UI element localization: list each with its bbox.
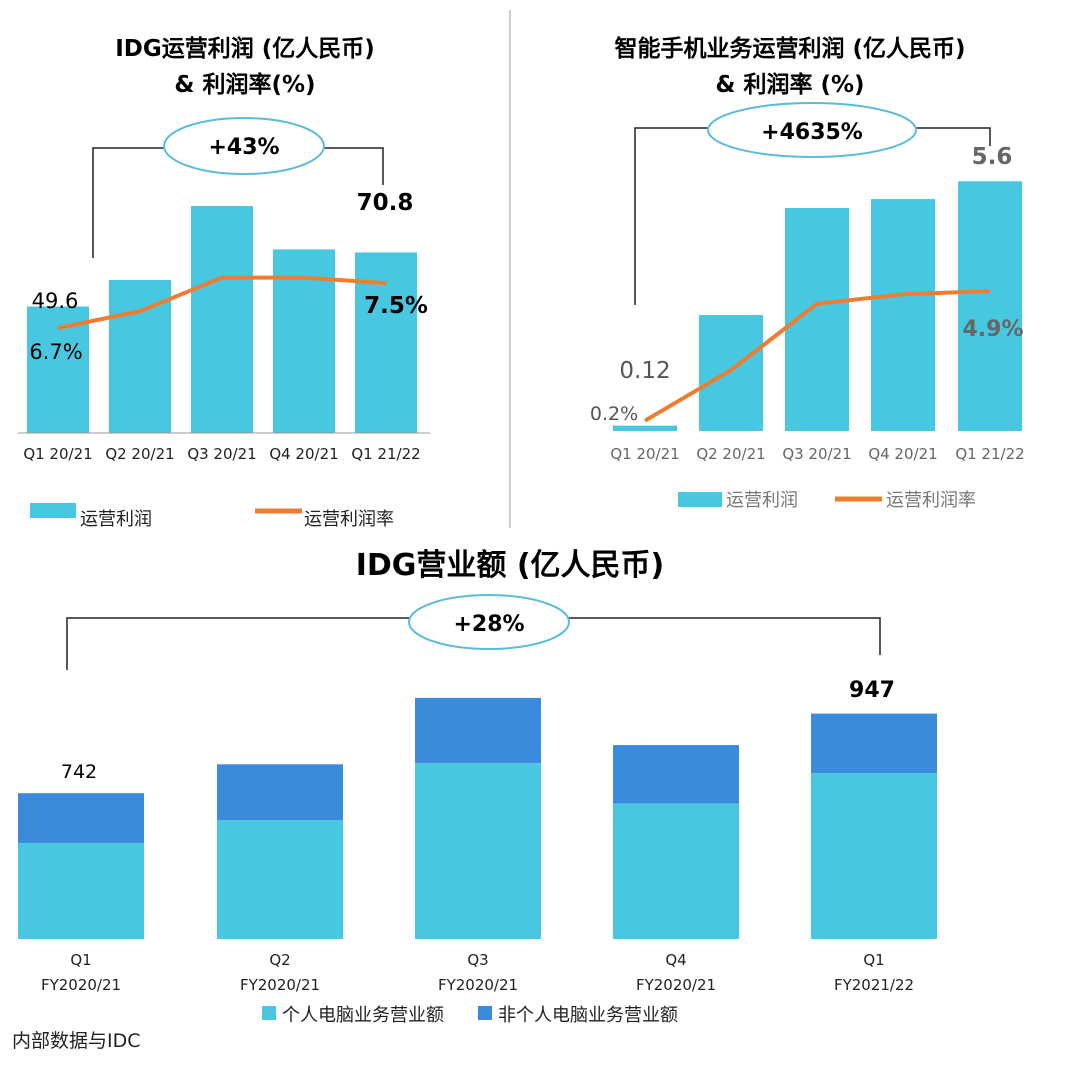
source-note: 内部数据与IDC [12,1030,141,1052]
chart1-title-line2: & 利润率(%) [174,71,315,98]
chart-idg-revenue: IDG营业额 (亿人民币) +28% Q1 FY2020/21 Q2 FY2020/2… [18,548,937,1026]
chart2-last-value: 5.6 [972,144,1013,170]
chart2-title: 智能手机业务运营利润 (亿人民币) [614,35,965,62]
chart3-x-tick-year: FY2021/22 [834,976,914,994]
chart2-x-tick: Q1 20/21 [610,445,679,463]
chart3-x-tick-year: FY2020/21 [438,976,518,994]
chart3-bar-nonpc [613,745,739,804]
chart2-bar [871,199,935,431]
chart2-x-tick: Q2 20/21 [696,445,765,463]
chart3-legend-nonpc-swatch [478,1006,492,1020]
chart3-bar-pc [18,843,144,939]
chart3-growth-oval [408,594,570,650]
chart2-growth-label: +4635% [761,120,863,145]
chart1-bar [355,252,417,433]
chart2-bar [958,181,1022,431]
chart-smartphone-profit: 智能手机业务运营利润 (亿人民币) & 利润率 (%) Q1 20/21 Q2 2… [590,35,1025,511]
chart2-title-line2: & 利润率 (%) [715,71,864,98]
chart3-x-tick-year: FY2020/21 [41,976,121,994]
chart3-last-total: 947 [849,678,895,703]
chart1-margin-line [57,275,387,330]
chart3-bar-nonpc [217,764,343,821]
chart2-margin-line [643,289,991,423]
chart1-first-value: 49.6 [32,289,79,313]
chart3-x-tick-quarter: Q4 [665,951,686,969]
chart3-x-tick-quarter: Q3 [467,951,488,969]
chart3-legend-pc-label: 个人电脑业务营业额 [282,1005,444,1026]
chart1-first-rate: 6.7% [29,340,82,364]
chart1-legend-line-label: 运营利润率 [304,509,394,530]
chart3-x-tick-quarter: Q1 [70,951,91,969]
chart3-bar-nonpc [811,713,937,774]
chart2-first-rate: 0.2% [590,403,638,425]
chart2-growth-oval [707,102,917,158]
chart1-bar [191,206,253,433]
chart3-bar-pc [217,820,343,939]
chart2-x-tick: Q1 21/22 [955,445,1024,463]
chart3-bar-nonpc [18,793,144,844]
chart1-x-tick: Q1 20/21 [23,445,92,463]
chart3-legend-nonpc-label: 非个人电脑业务营业额 [498,1005,678,1026]
chart1-x-tick: Q1 21/22 [351,445,420,463]
chart3-bar-pc [415,763,541,939]
chart1-last-value: 70.8 [357,190,414,216]
chart2-x-tick: Q4 20/21 [868,445,937,463]
chart3-title: IDG营业额 (亿人民币) [356,548,665,583]
chart1-title: IDG运营利润 (亿人民币) [115,35,375,62]
chart1-growth-label: +43% [208,135,279,160]
chart3-legend-pc-swatch [262,1006,276,1020]
chart2-legend-line-label: 运营利润率 [886,490,976,511]
chart2-first-value: 0.12 [619,358,670,384]
chart3-growth-label: +28% [453,612,524,637]
chart2-legend-bar-label: 运营利润 [726,490,798,511]
chart3-x-tick-quarter: Q1 [863,951,884,969]
chart3-first-total: 742 [61,761,97,783]
chart1-last-rate: 7.5% [364,293,428,319]
chart1-x-tick: Q2 20/21 [105,445,174,463]
chart2-x-tick: Q3 20/21 [782,445,851,463]
chart1-x-tick: Q4 20/21 [269,445,338,463]
chart1-legend-bar-swatch [30,503,76,518]
chart3-bar-nonpc [415,697,541,764]
chart2-legend-bar-swatch [678,492,722,507]
chart3-bar-pc [613,803,739,939]
chart3-bar-pc [811,773,937,939]
chart1-bar [109,280,171,433]
chart1-x-tick: Q3 20/21 [187,445,256,463]
chart2-bar [613,425,677,431]
chart1-growth-oval [163,117,325,175]
chart1-legend-bar-label: 运营利润 [80,509,152,530]
chart3-x-tick-year: FY2020/21 [636,976,716,994]
chart2-bar [699,315,763,431]
chart3-x-tick-quarter: Q2 [269,951,290,969]
chart-idg-profit: IDG运营利润 (亿人民币) & 利润率(%) Q1 20/21 Q2 20/21… [18,35,430,530]
chart3-x-tick-year: FY2020/21 [240,976,320,994]
chart2-last-rate: 4.9% [962,317,1023,342]
